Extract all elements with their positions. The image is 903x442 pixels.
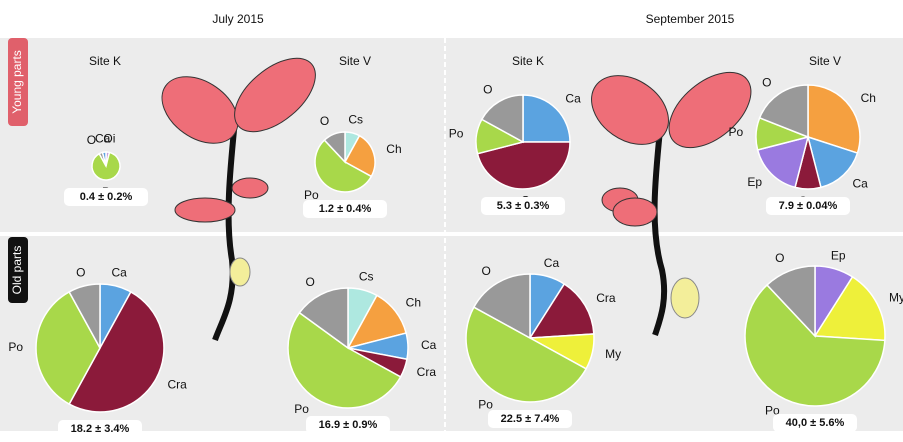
annotation: 18.2 ± 3.4%: [71, 423, 130, 435]
slice-label: O: [481, 264, 490, 278]
pie-title: Site K: [512, 54, 544, 68]
pie-slice: [758, 84, 809, 139]
row-label: Young parts: [10, 50, 24, 114]
pie-slice: [756, 135, 810, 189]
slice-label: Cra: [417, 365, 437, 379]
slice-label: Po: [8, 340, 23, 354]
slice-label: Ep: [747, 175, 762, 189]
pie-slice: [298, 287, 349, 350]
slice-label: O: [775, 251, 784, 265]
slice-label: Ch: [406, 295, 421, 309]
slice-label: O: [87, 133, 96, 147]
row-tab: [8, 38, 28, 126]
slice-label: O: [76, 266, 85, 280]
slice-label: Cs: [359, 269, 374, 283]
column-title: July 2015: [212, 12, 264, 26]
pie-slice: [522, 94, 571, 143]
slice-label: O: [306, 275, 315, 289]
pie-slice: [343, 134, 376, 178]
pie-slice: [465, 306, 588, 403]
pie-slice: [472, 273, 531, 340]
slice-label: Oi: [103, 131, 115, 145]
annotation-box: [306, 416, 390, 434]
slice-label: Po: [304, 188, 319, 202]
slice-label: Ca: [421, 338, 437, 352]
slice-label: Po: [765, 403, 780, 417]
slice-label: Ca: [565, 92, 581, 106]
slice-label: My: [605, 347, 621, 361]
slice-label: Cs: [348, 113, 363, 127]
pie-slice: [91, 151, 121, 181]
annotation: 16.9 ± 0.9%: [319, 419, 378, 431]
annotation-box: [488, 410, 572, 428]
slice-label: Ca: [111, 266, 127, 280]
annotation: 22.5 ± 7.4%: [501, 413, 560, 425]
pie-title: Site V: [339, 54, 371, 68]
pie-slice: [314, 139, 373, 193]
plant-illustration: [161, 57, 752, 342]
slice-label: Ch: [861, 91, 876, 105]
annotation-box: [303, 200, 387, 218]
slice-label: O: [762, 75, 771, 89]
slice-label: Cra: [596, 291, 616, 305]
pie-slice: [323, 131, 346, 164]
annotation: 40,0 ± 5.6%: [786, 417, 845, 429]
slice-label: Po: [478, 398, 493, 412]
pie-slice: [476, 141, 571, 190]
annotation-box: [481, 197, 565, 215]
slice-label: Po: [294, 402, 309, 416]
pie-slice: [806, 135, 859, 189]
annotation-box: [766, 197, 850, 215]
slice-label: Ca: [852, 177, 868, 191]
slice-label: Po: [449, 127, 464, 141]
pie-title: Site V: [809, 54, 841, 68]
annotation-box: [64, 188, 148, 206]
annotation: 5.3 ± 0.3%: [497, 200, 550, 212]
pie-slice: [813, 275, 886, 342]
pie-slice: [528, 282, 595, 339]
slice-label: Ca: [95, 131, 111, 145]
annotation-box: [773, 414, 857, 432]
slice-label: O: [483, 83, 492, 97]
pie-slice: [287, 311, 402, 409]
pie-slice: [68, 290, 165, 413]
slice-label: Ca: [544, 256, 560, 270]
annotation: 1.2 ± 0.4%: [319, 203, 372, 215]
annotation: 0.4 ± 0.2%: [80, 191, 133, 203]
slice-label: My: [889, 290, 903, 304]
pie-slice: [68, 283, 101, 349]
slice-label: Ep: [831, 248, 846, 262]
row-tab: [8, 237, 28, 303]
slice-label: Cra: [167, 377, 187, 391]
row-label: Old parts: [10, 246, 24, 295]
pie-slice: [766, 265, 816, 338]
pie-slice: [101, 151, 107, 167]
annotation: 7.9 ± 0.04%: [779, 200, 838, 212]
pie-title: Site K: [89, 54, 121, 68]
pie-slice: [744, 283, 886, 407]
slice-label: Ch: [386, 142, 401, 156]
column-title: September 2015: [646, 12, 735, 26]
pie-slice: [807, 84, 861, 155]
annotation-box: [58, 420, 142, 438]
slice-label: O: [320, 114, 329, 128]
pie-slice: [480, 94, 524, 144]
slice-label: Po: [728, 125, 743, 139]
